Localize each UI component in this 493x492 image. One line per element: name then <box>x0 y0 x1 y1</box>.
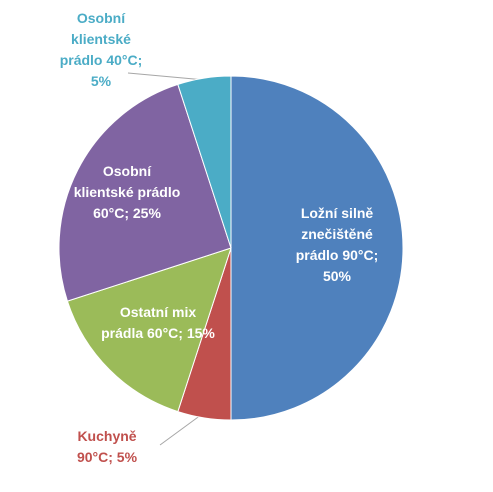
data-label: Ostatní mix prádla 60°C; 15% <box>101 304 215 341</box>
data-label: Osobní klientské prádlo 40°C; 5% <box>59 10 143 89</box>
leader-line <box>159 411 206 446</box>
data-label: Ložní silně znečištěné prádlo 90°C; 50% <box>295 205 379 284</box>
pie-slice <box>230 75 404 421</box>
leader-line <box>127 72 206 81</box>
pie-slice <box>58 83 232 302</box>
pie-slice <box>66 247 232 413</box>
pie-slice <box>177 75 232 249</box>
data-label: Kuchyně 90°C; 5% <box>76 428 138 465</box>
data-label: Osobní klientské prádlo 60°C; 25% <box>73 163 181 221</box>
